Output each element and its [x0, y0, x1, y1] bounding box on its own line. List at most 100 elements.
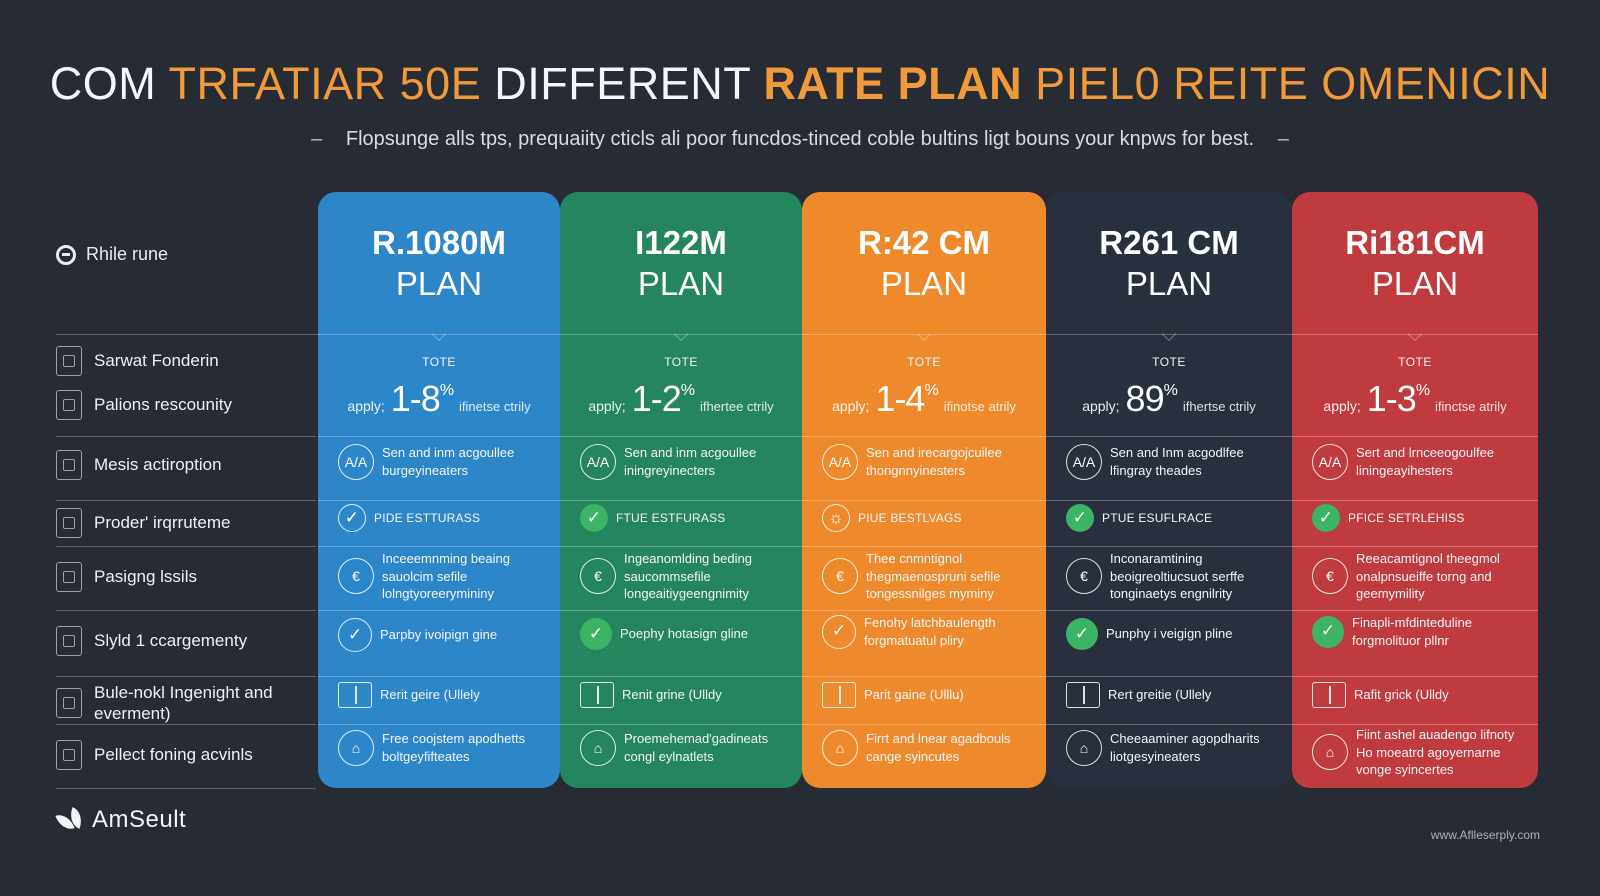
feature-cell: ✓ Fenohy latchbaulength forgmatuatul plir… [822, 614, 1036, 649]
feature-cell: € Ingeanomlding beding saucommsefile long… [580, 550, 792, 603]
feature-cell: € Inconaramtining beoigreoltiucsuot serff… [1066, 550, 1282, 603]
notch [1407, 326, 1423, 342]
divider [56, 676, 316, 677]
row-label: Mesis actiroption [56, 450, 222, 480]
plan-column[interactable]: Ri181CM PLAN TOTE apply; 1-3% ifinctse a… [1292, 192, 1538, 788]
check-icon: ✓ [822, 614, 856, 649]
title-part-1: COM [49, 58, 157, 109]
rate-value: 1-2% [631, 378, 695, 419]
plan-column[interactable]: R261 CM PLAN TOTE apply; 89% ifhertse ct… [1046, 192, 1292, 788]
feature-cell: ⌂ Cheeaaminer agopdharits liotgesyineater… [1066, 730, 1282, 766]
brand-name: AmSeult [92, 806, 187, 833]
check-icon: ✓ [338, 618, 372, 652]
plan-code: I122M [635, 224, 727, 261]
row-label: Sarwat Fonderin [56, 346, 219, 376]
pin-icon [56, 346, 82, 376]
plan-code: R261 CM [1099, 224, 1239, 261]
divider [56, 788, 316, 789]
book-icon [338, 682, 372, 708]
plan-word: PLAN [395, 265, 483, 302]
row-label: Pellect foning acvinls [56, 740, 253, 770]
rate-display: apply; 89% ifhertse ctrily [1082, 378, 1256, 419]
notch [673, 326, 689, 342]
feature-cell: € Thee cnmntignol thegmaenospruni sefile … [822, 550, 1036, 603]
book-icon [822, 682, 856, 708]
feature-cell: Rert greitie (Ullely [1066, 682, 1282, 708]
page-title: COM TRFATIAR 50E DIFFERENT RATE PLAN PIE… [0, 58, 1600, 110]
divider [56, 610, 316, 611]
rate-prefix: apply; [347, 398, 385, 414]
plan-column[interactable]: R.1080M PLAN TOTE apply; 1-8% ifinetse c… [318, 192, 560, 788]
plan-column[interactable]: I122M PLAN TOTE apply; 1-2% ifhertee ctr… [560, 192, 802, 788]
check-icon: ✓ [1312, 615, 1344, 648]
currency-icon: € [822, 558, 858, 595]
gift-icon: ⌂ [822, 730, 858, 766]
tote-label: TOTE [664, 355, 698, 369]
tote-label: TOTE [1398, 355, 1432, 369]
notch [1161, 326, 1177, 342]
row-label: Slyld 1 ccargementy [56, 626, 247, 656]
atlas-icon: A/A [1066, 444, 1102, 480]
check-icon: ✓ [338, 504, 366, 532]
feature-cell: € Inceeemnming beaing sauolcim sefile lol… [338, 550, 550, 603]
feature-cell: A/A Sen and Inm acgodlfee lfingray theade… [1066, 444, 1282, 480]
plan-title: Ri181CM PLAN [1292, 222, 1538, 304]
grid-icon [56, 450, 82, 480]
notch [431, 326, 447, 342]
leaf-icon [58, 809, 84, 831]
divider [56, 546, 316, 547]
feature-cell: ⌂ Free coojstem apodhetts boltgeyfifteate… [338, 730, 550, 766]
rate-value: 1-8% [390, 378, 454, 419]
atlas-icon: A/A [1312, 444, 1348, 480]
plan-word: PLAN [1125, 265, 1213, 302]
currency-icon: € [1312, 558, 1348, 595]
rate-value: 1-3% [1366, 378, 1430, 419]
rate-value: 1-4% [875, 378, 938, 419]
feature-cell: ✓ Punphy i veigign pline [1066, 618, 1282, 650]
tote-label: TOTE [1152, 355, 1186, 369]
gift-icon: ⌂ [338, 730, 374, 766]
title-part-2: TRFATIAR 50E [168, 58, 482, 109]
gift-icon: ⌂ [1066, 730, 1102, 766]
feature-cell: Parit gaine (Ulllu) [822, 682, 1036, 708]
rate-value: 89% [1125, 378, 1178, 419]
gift-icon: ⌂ [580, 730, 616, 766]
calendar-icon [56, 626, 82, 656]
feature-cell: ⌂ Firrt and lnear agadbouls cange syincut… [822, 730, 1036, 766]
book-icon [580, 682, 614, 708]
feature-cell: ⌂ Proemehemad'gadineats congl eylnatlets [580, 730, 792, 766]
document-icon [56, 390, 82, 420]
info-icon [56, 740, 82, 770]
divider [56, 724, 316, 725]
plan-word: PLAN [637, 265, 725, 302]
title-part-3: DIFFERENT [494, 58, 751, 109]
sidebar-header: Rhile rune [56, 244, 168, 265]
subtitle-text: Flopsunge alls tps, prequaiity cticls al… [345, 128, 1255, 150]
feature-cell: Rerit geire (Ullely [338, 682, 550, 708]
atlas-icon: A/A [822, 444, 858, 480]
brand-logo[interactable]: AmSeult [58, 806, 186, 834]
chart-icon [56, 688, 82, 719]
plan-title: R:42 CM PLAN [802, 222, 1046, 304]
subtitle-dash-left: – [311, 128, 323, 150]
title-part-5: PIEL0 REITE OMENICIN [1035, 58, 1551, 109]
atlas-icon: A/A [580, 444, 616, 480]
rate-display: apply; 1-4% ifinotse atrily [832, 378, 1016, 419]
atlas-icon: A/A [338, 444, 374, 480]
plan-column[interactable]: R:42 CM PLAN TOTE apply; 1-4% ifinotse a… [802, 192, 1046, 788]
currency-icon: € [1066, 558, 1102, 595]
currency-icon: € [338, 558, 374, 595]
feature-cell: ✓ PFICE SETRLEHISS [1312, 504, 1528, 532]
plan-code: R:42 CM [857, 224, 991, 261]
plan-title: R.1080M PLAN [318, 222, 560, 304]
plan-title: I122M PLAN [560, 222, 802, 304]
plan-code: Ri181CM [1345, 224, 1485, 261]
divider [318, 334, 560, 335]
feature-cell: Rafit grick (Ulldy [1312, 682, 1528, 708]
feature-cell: A/A Sert and lrnceeogoulfee liningeayihes… [1312, 444, 1528, 480]
check-icon: ✓ [580, 504, 608, 532]
check-icon: ✓ [1066, 504, 1094, 532]
sun-icon: ☼ [822, 504, 850, 532]
website-url[interactable]: www.Aflleserply.com [1430, 828, 1540, 842]
rhile-icon [56, 244, 76, 265]
